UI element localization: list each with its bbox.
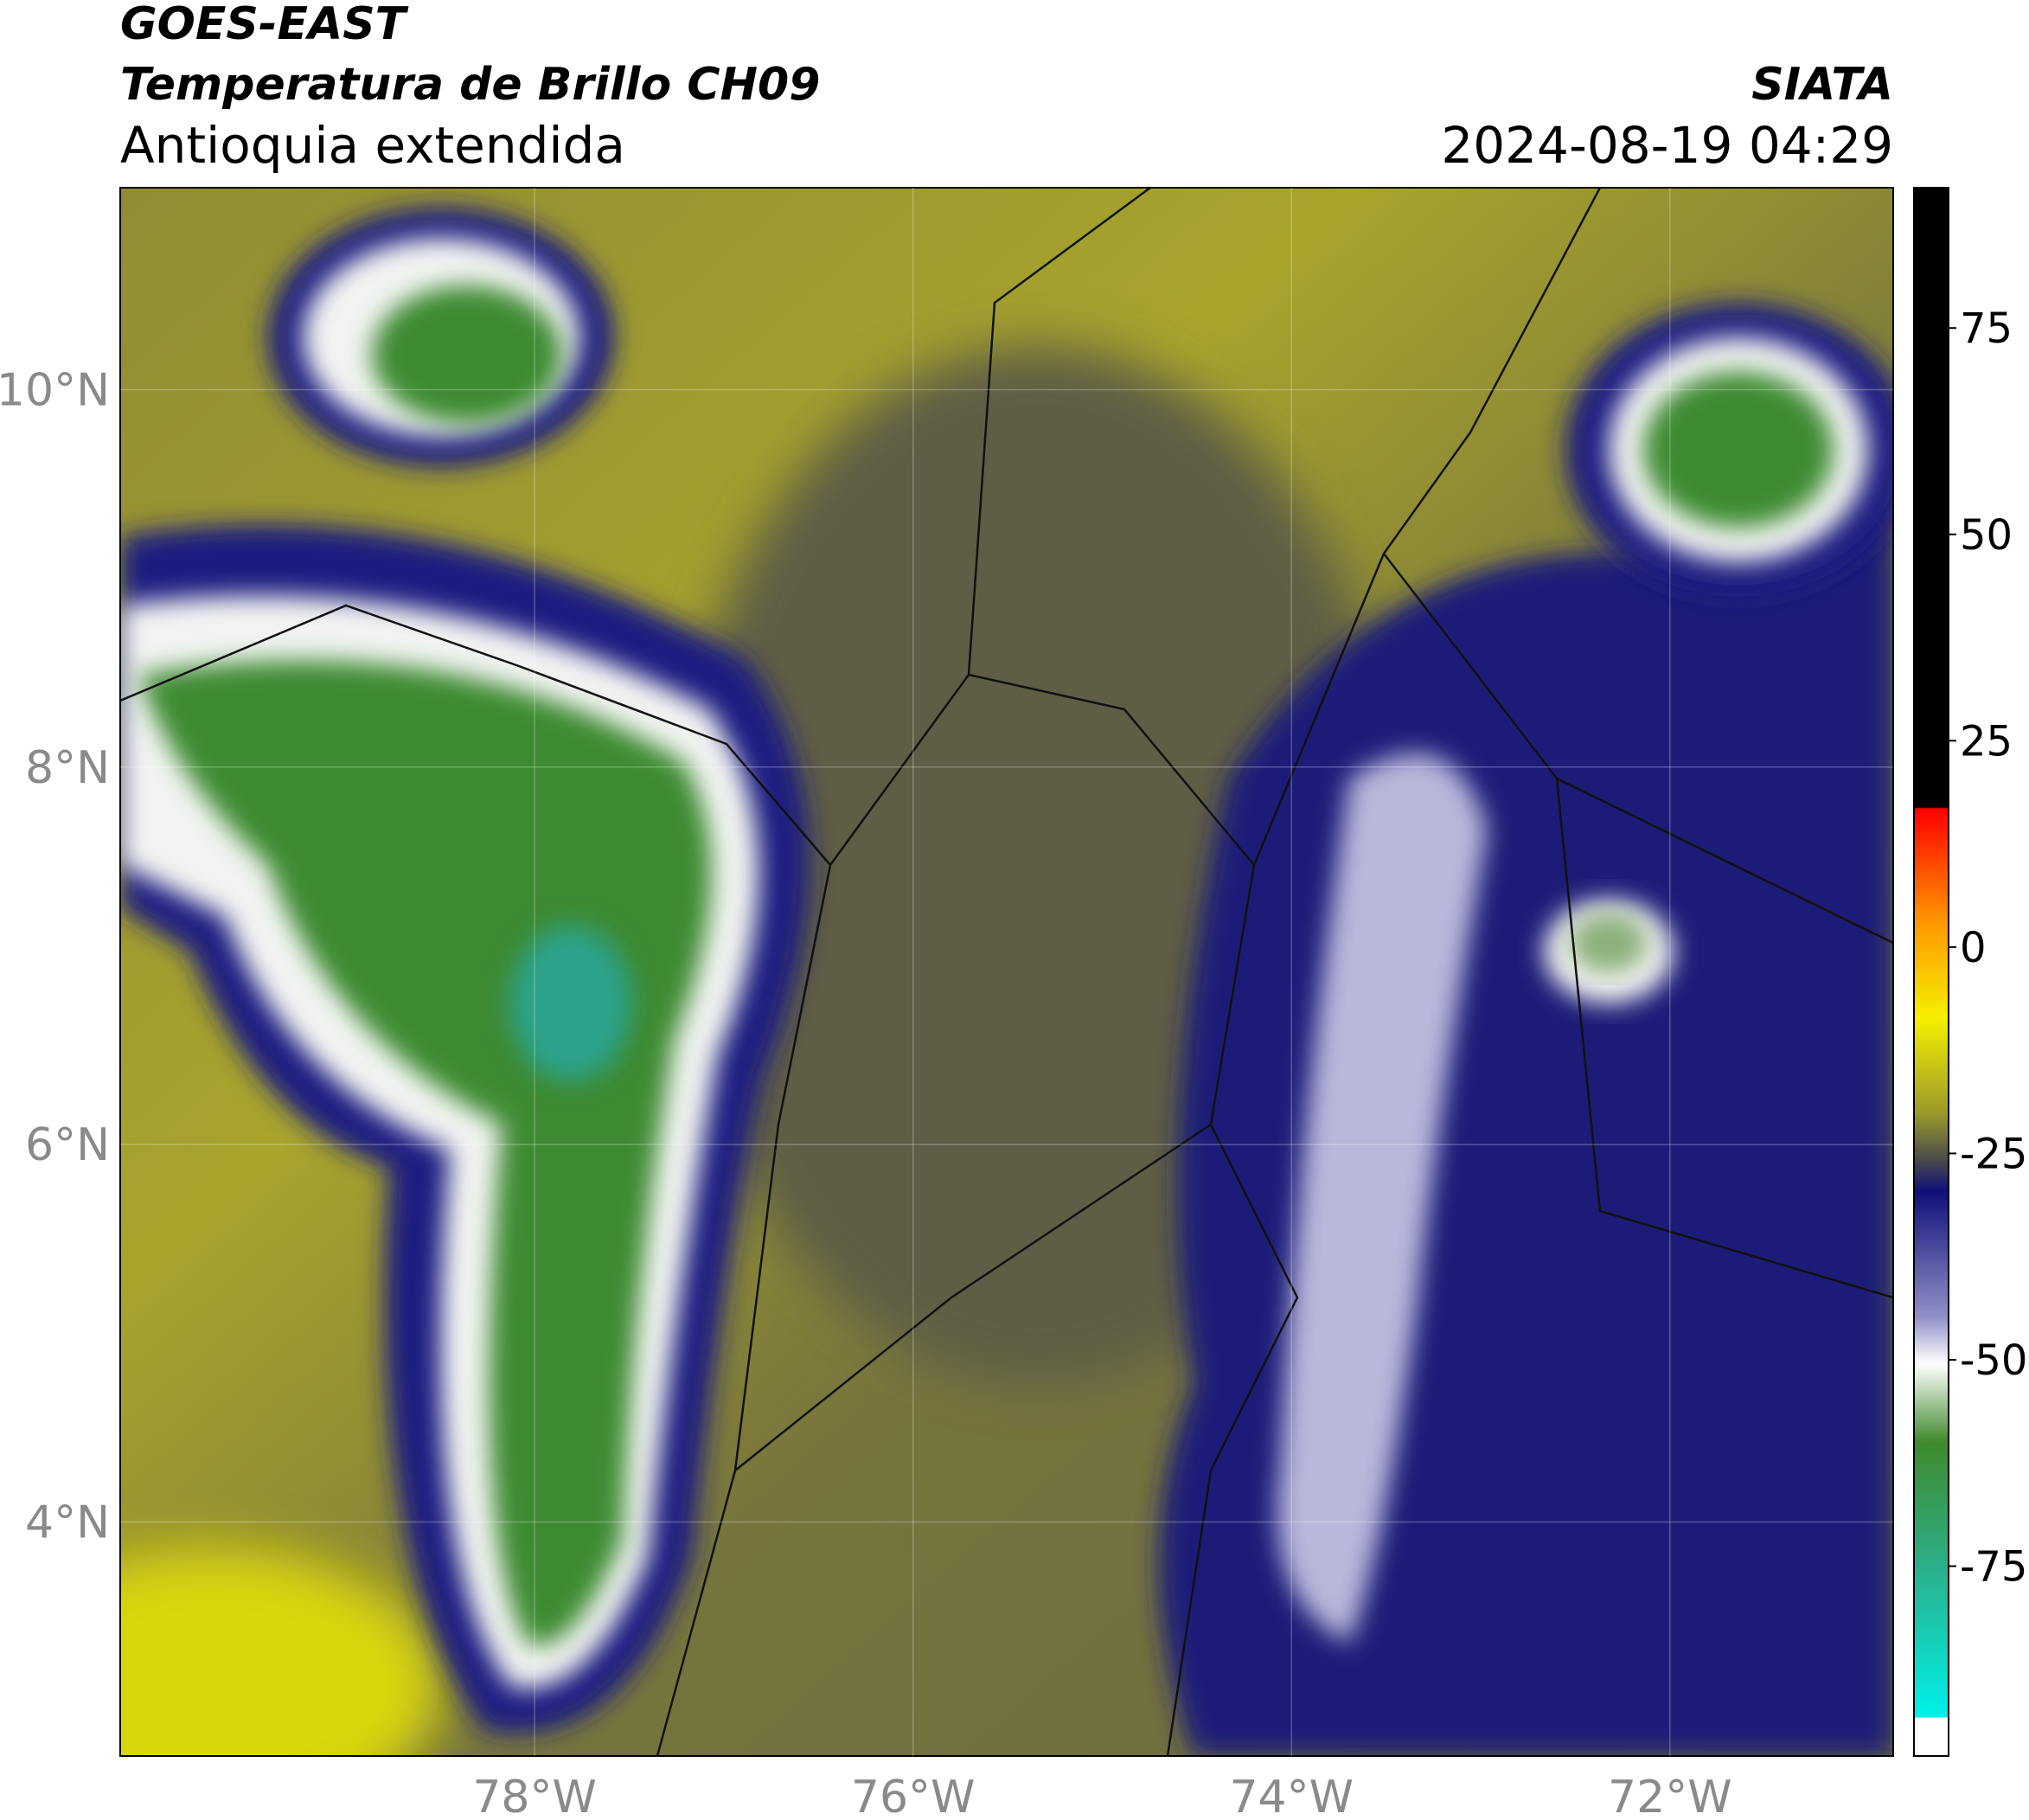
region: Antioquia extendida	[120, 116, 625, 175]
source: SIATA	[1751, 59, 1893, 111]
lon-label: 72°W	[1608, 1772, 1732, 1817]
cloud-west	[120, 524, 810, 1733]
lat-label: 4°N	[25, 1496, 110, 1548]
lat-label: 6°N	[25, 1119, 110, 1171]
datetime: 2024-08-19 04:29	[1441, 116, 1893, 175]
map-frame	[119, 187, 1894, 1757]
subtitle: Temperatura de Brillo CH09	[120, 59, 820, 111]
colorbar-label: 25	[1960, 717, 2013, 766]
borders	[120, 188, 1893, 1756]
cloud-northwest	[268, 208, 614, 467]
lon-label: 76°W	[851, 1772, 976, 1817]
cloud-northeast	[1565, 303, 1893, 597]
colorbar	[1913, 187, 1949, 1757]
cloud-east	[1544, 900, 1674, 1003]
colorbar-label: 0	[1960, 924, 1987, 972]
colorbar-label: -75	[1960, 1543, 2027, 1592]
title: GOES-EAST	[120, 0, 409, 50]
colorbar-label: -25	[1960, 1130, 2027, 1178]
bright-area	[120, 1548, 441, 1756]
colorbar-ticks: 75 50 25 0 -25 -50 -75	[1949, 304, 2027, 1592]
lat-label: 8°N	[25, 742, 110, 794]
colorbar-label: 75	[1960, 304, 2013, 353]
satellite-image	[120, 188, 1893, 1756]
lon-label: 78°W	[472, 1772, 597, 1817]
lon-label: 74°W	[1229, 1772, 1354, 1817]
colorbar-label: 50	[1960, 511, 2013, 560]
graticule: 78°W 76°W 74°W 72°W 10°N 8°N 6°N 4°N	[0, 188, 1893, 1820]
lat-label: 10°N	[0, 364, 110, 416]
colorbar-label: -50	[1960, 1336, 2027, 1385]
cloud-light	[1277, 753, 1488, 1644]
